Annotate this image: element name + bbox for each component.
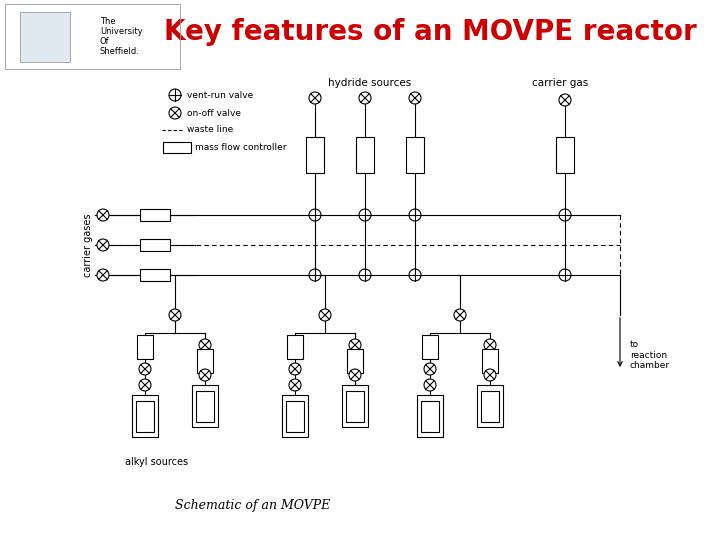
Circle shape	[309, 209, 321, 221]
Circle shape	[359, 92, 371, 104]
Text: Schematic of an MOVPE: Schematic of an MOVPE	[175, 498, 330, 511]
Bar	[286, 401, 304, 431]
Text: carrier gases: carrier gases	[83, 213, 93, 276]
Circle shape	[97, 209, 109, 221]
Circle shape	[169, 309, 181, 321]
Text: to
reaction
chamber: to reaction chamber	[630, 340, 670, 370]
Bar	[556, 137, 574, 173]
Text: University: University	[100, 28, 143, 37]
Bar	[5, 4, 180, 69]
Text: carrier gas: carrier gas	[532, 78, 588, 88]
Bar	[356, 137, 374, 173]
Circle shape	[409, 209, 421, 221]
Bar	[417, 395, 443, 437]
Bar	[282, 395, 308, 437]
Text: hydride sources: hydride sources	[328, 78, 412, 88]
Bar	[406, 137, 424, 173]
Bar	[140, 269, 170, 281]
Bar	[140, 209, 170, 221]
Circle shape	[454, 309, 466, 321]
Circle shape	[349, 339, 361, 351]
Bar	[196, 392, 214, 422]
Circle shape	[309, 92, 321, 104]
Bar	[421, 401, 439, 431]
Text: vent-run valve: vent-run valve	[187, 91, 253, 99]
Bar	[422, 335, 438, 359]
Bar	[140, 239, 170, 251]
Circle shape	[139, 363, 151, 375]
Bar	[346, 392, 364, 422]
Text: waste line: waste line	[187, 125, 233, 134]
Text: mass flow controller: mass flow controller	[195, 143, 287, 152]
Bar	[477, 385, 503, 427]
Circle shape	[359, 209, 371, 221]
Circle shape	[559, 269, 571, 281]
Circle shape	[424, 379, 436, 391]
Circle shape	[349, 369, 361, 381]
Bar	[163, 141, 191, 152]
Circle shape	[559, 209, 571, 221]
Circle shape	[169, 89, 181, 101]
Circle shape	[484, 339, 496, 351]
Bar	[481, 392, 499, 422]
Bar	[197, 349, 213, 373]
Circle shape	[289, 379, 301, 391]
Circle shape	[289, 363, 301, 375]
Bar	[482, 349, 498, 373]
Bar	[192, 385, 218, 427]
Text: Of: Of	[100, 37, 109, 46]
Circle shape	[139, 379, 151, 391]
Bar	[306, 137, 324, 173]
Bar	[347, 349, 363, 373]
Circle shape	[309, 269, 321, 281]
Circle shape	[97, 239, 109, 251]
Circle shape	[169, 107, 181, 119]
Bar	[137, 335, 153, 359]
Circle shape	[424, 363, 436, 375]
Text: on-off valve: on-off valve	[187, 109, 241, 118]
Circle shape	[199, 339, 211, 351]
Text: Key features of an MOVPE reactor: Key features of an MOVPE reactor	[163, 18, 696, 46]
Circle shape	[409, 269, 421, 281]
Circle shape	[484, 369, 496, 381]
Text: Sheffield.: Sheffield.	[100, 48, 140, 57]
Text: The: The	[100, 17, 116, 26]
Circle shape	[97, 269, 109, 281]
Circle shape	[359, 269, 371, 281]
Bar	[342, 385, 368, 427]
Circle shape	[409, 92, 421, 104]
Circle shape	[199, 369, 211, 381]
Text: alkyl sources: alkyl sources	[125, 457, 188, 467]
Circle shape	[319, 309, 331, 321]
Bar	[287, 335, 303, 359]
Bar	[20, 12, 70, 62]
Circle shape	[559, 94, 571, 106]
Bar	[132, 395, 158, 437]
Bar	[136, 401, 154, 431]
